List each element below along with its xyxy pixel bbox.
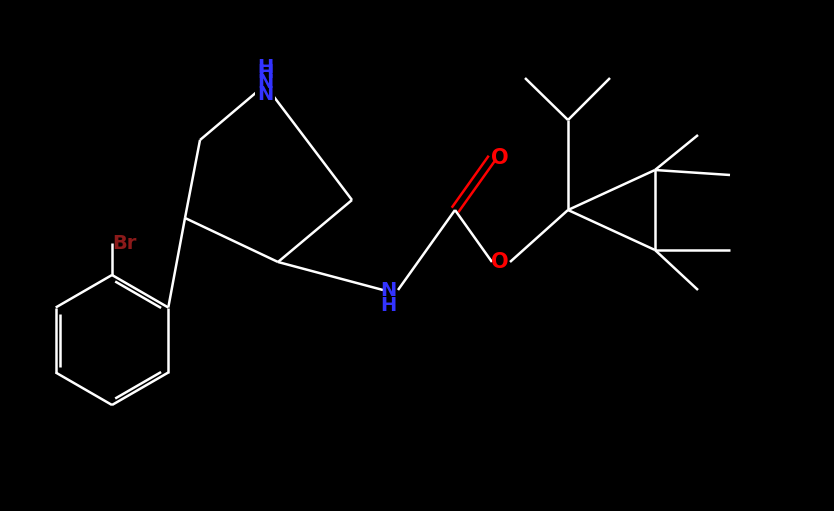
Text: Br: Br	[112, 234, 136, 252]
Text: O: O	[491, 148, 509, 168]
Text: H
N: H N	[257, 62, 273, 104]
Text: H: H	[379, 295, 396, 314]
Text: O: O	[491, 252, 509, 272]
Text: H: H	[257, 58, 273, 77]
Text: N: N	[257, 73, 273, 91]
Text: N: N	[379, 281, 396, 299]
